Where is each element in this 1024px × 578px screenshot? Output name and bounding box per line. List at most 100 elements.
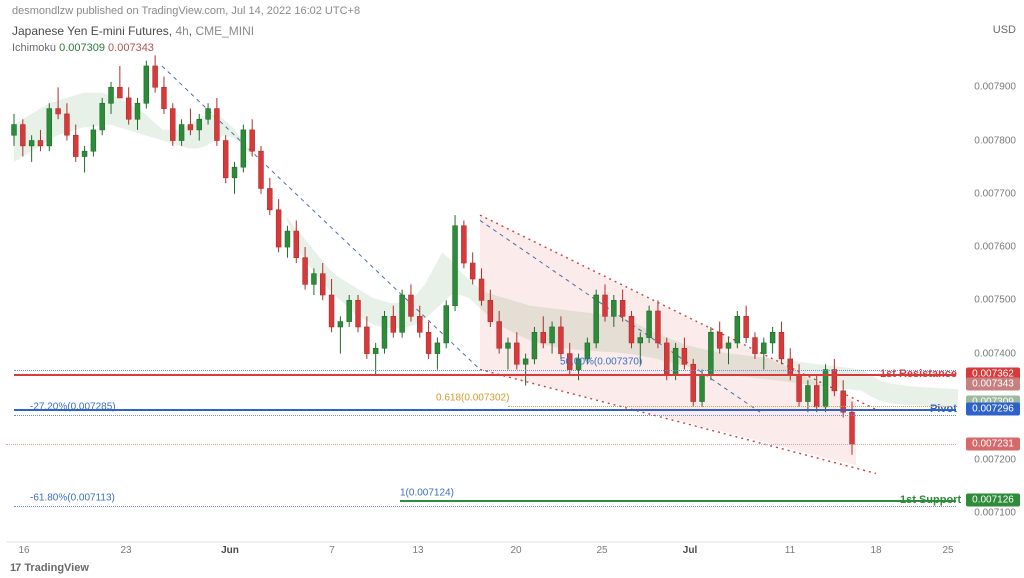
- price-tag: 0.007343: [966, 377, 1020, 390]
- candle-body: [594, 295, 599, 343]
- candle-body: [382, 316, 387, 348]
- candle-body: [82, 151, 87, 156]
- candle-body: [206, 109, 211, 120]
- candle-body: [373, 348, 378, 353]
- candle-body: [409, 295, 414, 316]
- fib-label: 50.00%(0.007370): [560, 356, 642, 367]
- candle-body: [285, 231, 290, 247]
- tradingview-logo[interactable]: 17 TradingView: [10, 562, 89, 574]
- candle-body: [214, 109, 219, 141]
- horizontal-line: [14, 506, 956, 507]
- candle-body: [726, 343, 731, 348]
- candle-body: [753, 338, 758, 354]
- candle-body: [144, 66, 149, 103]
- candle-body: [29, 141, 34, 146]
- candle-body: [805, 386, 810, 402]
- candle-body: [303, 258, 308, 285]
- candle-body: [12, 125, 17, 136]
- candle-body: [135, 103, 140, 119]
- x-axis-tick: 18: [870, 545, 881, 556]
- price-tag: 0.007231: [966, 437, 1020, 450]
- candle-body: [797, 375, 802, 402]
- candle-body: [38, 141, 43, 146]
- candle-body: [532, 332, 537, 359]
- candle-body: [65, 114, 70, 135]
- candle-body: [20, 125, 25, 146]
- candle-body: [400, 295, 405, 332]
- candle-body: [276, 210, 281, 247]
- candle-body: [444, 306, 449, 343]
- chart-container: desmondlzw published on TradingView.com,…: [0, 0, 1024, 578]
- candle-body: [241, 130, 246, 167]
- y-axis-tick: 0.007400: [974, 348, 1016, 359]
- y-axis-tick: 0.007600: [974, 242, 1016, 253]
- candle-body: [453, 226, 458, 306]
- candle-body: [294, 231, 299, 258]
- candle-body: [162, 87, 167, 108]
- fib-label: -61.80%(0.007113): [30, 493, 115, 504]
- candle-body: [717, 332, 722, 348]
- fib-label: 0.618(0.007302): [436, 392, 509, 403]
- candle-body: [461, 226, 466, 263]
- candle-body: [744, 316, 749, 337]
- horizontal-line: [14, 409, 956, 411]
- x-axis-tick: 7: [329, 545, 335, 556]
- candle-body: [100, 103, 105, 130]
- candle-body: [611, 300, 616, 316]
- price-plot[interactable]: [0, 0, 1024, 578]
- candle-body: [550, 327, 555, 343]
- candle-body: [391, 316, 396, 332]
- candle-body: [153, 66, 158, 87]
- candle-body: [117, 87, 122, 98]
- candle-body: [814, 386, 819, 407]
- x-axis-tick: 23: [120, 545, 131, 556]
- candle-body: [479, 279, 484, 300]
- candle-body: [603, 295, 608, 316]
- candle-body: [850, 412, 855, 444]
- candle-body: [770, 332, 775, 343]
- candle-body: [523, 359, 528, 364]
- candle-body: [232, 167, 237, 178]
- candle-body: [497, 322, 502, 349]
- y-axis-tick: 0.007500: [974, 295, 1016, 306]
- candle-body: [250, 130, 255, 151]
- candle-body: [56, 109, 61, 114]
- x-axis-tick: Jul: [683, 545, 697, 556]
- candle-body: [311, 274, 316, 285]
- x-axis-tick: 13: [412, 545, 423, 556]
- y-axis-tick: 0.007900: [974, 82, 1016, 93]
- fib-label: 1(0.007124): [400, 487, 454, 498]
- candle-body: [91, 130, 96, 151]
- candle-body: [179, 125, 184, 141]
- candle-body: [356, 300, 361, 327]
- candle-body: [514, 343, 519, 364]
- candle-body: [700, 375, 705, 402]
- horizontal-line: [14, 374, 956, 376]
- candle-body: [329, 295, 334, 327]
- candle-body: [347, 300, 352, 321]
- candle-body: [73, 135, 78, 156]
- x-axis-tick: 20: [510, 545, 521, 556]
- candle-body: [488, 300, 493, 321]
- candle-body: [188, 125, 193, 130]
- x-axis-tick: 25: [596, 545, 607, 556]
- horizontal-line: [6, 444, 956, 445]
- candle-body: [620, 300, 625, 316]
- y-axis-tick: 0.007800: [974, 135, 1016, 146]
- price-tag: 0.007296: [966, 402, 1020, 415]
- candle-body: [779, 332, 784, 359]
- horizontal-line: [400, 500, 956, 502]
- candle-body: [126, 98, 131, 119]
- y-axis-tick: 0.007100: [974, 508, 1016, 519]
- x-axis-tick: 11: [785, 545, 795, 556]
- candle-body: [506, 343, 511, 348]
- candle-body: [788, 359, 793, 375]
- horizontal-line: [14, 415, 956, 416]
- candle-body: [638, 338, 643, 343]
- horizontal-line: [14, 370, 956, 371]
- candle-body: [364, 327, 369, 354]
- candle-body: [109, 87, 114, 103]
- candle-body: [170, 109, 175, 141]
- candle-body: [259, 151, 264, 188]
- candle-body: [417, 316, 422, 332]
